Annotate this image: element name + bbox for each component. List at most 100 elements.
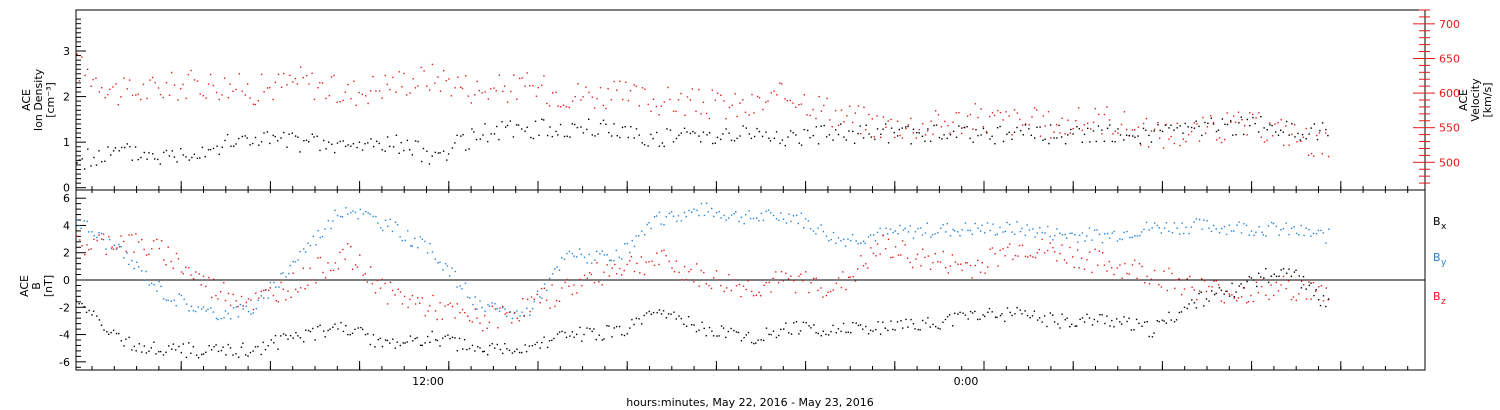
density-point	[1313, 123, 1315, 125]
by-point	[484, 310, 486, 312]
velocity-point	[1134, 129, 1136, 131]
velocity-point	[1176, 122, 1178, 124]
density-point	[299, 151, 301, 153]
velocity-point	[205, 97, 207, 99]
by-point	[197, 306, 199, 308]
density-point	[1053, 137, 1055, 139]
by-point	[332, 220, 334, 222]
bz-point	[1136, 277, 1138, 279]
velocity-point	[470, 102, 472, 104]
bx-point	[561, 330, 563, 333]
bx-point	[396, 341, 398, 343]
velocity-point	[392, 76, 394, 79]
bx-point	[312, 327, 314, 330]
by-point	[411, 245, 413, 247]
bx-point	[942, 321, 944, 323]
by-point	[526, 307, 528, 310]
bz-point	[1024, 255, 1027, 258]
bz-point	[911, 266, 914, 269]
density-point	[1125, 134, 1128, 136]
bz-point	[715, 270, 718, 272]
density-point	[938, 136, 941, 139]
bz-point	[1231, 294, 1233, 296]
bz-point	[403, 295, 406, 298]
by-point	[167, 299, 169, 302]
bx-point	[589, 328, 591, 330]
bx-point	[564, 331, 566, 334]
bx-point	[1268, 281, 1270, 284]
bx-point	[675, 318, 677, 320]
bx-point	[1295, 269, 1297, 271]
bz-point	[399, 291, 402, 293]
by-point	[336, 214, 339, 217]
density-point	[961, 127, 963, 129]
density-point	[563, 135, 566, 138]
by-point	[1315, 233, 1318, 235]
bz-point	[1047, 249, 1049, 252]
by-point	[417, 247, 419, 249]
bz-point	[974, 264, 976, 267]
velocity-point	[1202, 116, 1204, 119]
density-point	[1207, 122, 1209, 124]
by-point	[380, 227, 382, 229]
bz-point	[1295, 299, 1297, 302]
bz-point	[516, 317, 518, 319]
bz-point	[384, 282, 386, 285]
velocity-point	[426, 85, 428, 87]
by-point	[967, 229, 969, 231]
bz-point	[247, 298, 250, 300]
density-point	[1148, 134, 1150, 137]
bz-point	[1098, 250, 1100, 252]
velocity-point	[1179, 144, 1181, 147]
bx-point	[171, 348, 173, 350]
density-point	[1101, 129, 1103, 131]
by-point	[579, 248, 581, 250]
density-point	[1221, 118, 1224, 120]
velocity-point	[1280, 119, 1282, 121]
density-point	[658, 145, 661, 147]
bz-point	[447, 304, 449, 306]
bz-point	[456, 303, 458, 305]
by-point	[974, 222, 976, 225]
bx-point	[1059, 327, 1061, 329]
bx-point	[772, 330, 775, 332]
velocity-point	[1198, 140, 1201, 142]
bz-point	[441, 318, 443, 320]
bx-point	[518, 351, 521, 354]
top-right-ylabel: ACE Velocity [km/s]	[1457, 78, 1494, 122]
by-point	[797, 222, 799, 225]
bx-point	[872, 330, 874, 332]
bx-point	[1053, 321, 1056, 323]
velocity-point	[1313, 155, 1315, 157]
bx-point	[1270, 275, 1272, 277]
velocity-point	[1044, 125, 1046, 127]
velocity-point	[924, 134, 927, 136]
bx-point	[1031, 315, 1034, 317]
velocity-point	[767, 100, 769, 102]
density-point	[627, 136, 629, 139]
density-point	[428, 163, 431, 165]
by-point	[862, 240, 865, 242]
bx-point	[1256, 285, 1258, 288]
density-point	[725, 128, 727, 130]
bz-point	[153, 240, 155, 242]
bx-point	[865, 325, 867, 328]
by-point	[1086, 235, 1088, 237]
bx-point	[601, 339, 603, 341]
bz-point	[319, 256, 322, 259]
bz-point	[942, 250, 944, 253]
density-point	[1006, 133, 1008, 135]
bx-point	[695, 330, 698, 333]
bx-point	[1191, 299, 1193, 301]
density-point	[1117, 128, 1119, 130]
bz-point	[486, 327, 488, 329]
velocity-point	[910, 117, 912, 120]
density-point	[955, 136, 958, 138]
by-point	[685, 215, 687, 218]
by-point	[108, 238, 111, 241]
by-point	[232, 307, 235, 309]
velocity-point	[140, 98, 142, 101]
by-point	[700, 202, 703, 205]
velocity-point	[241, 90, 243, 92]
bx-point	[534, 343, 536, 346]
